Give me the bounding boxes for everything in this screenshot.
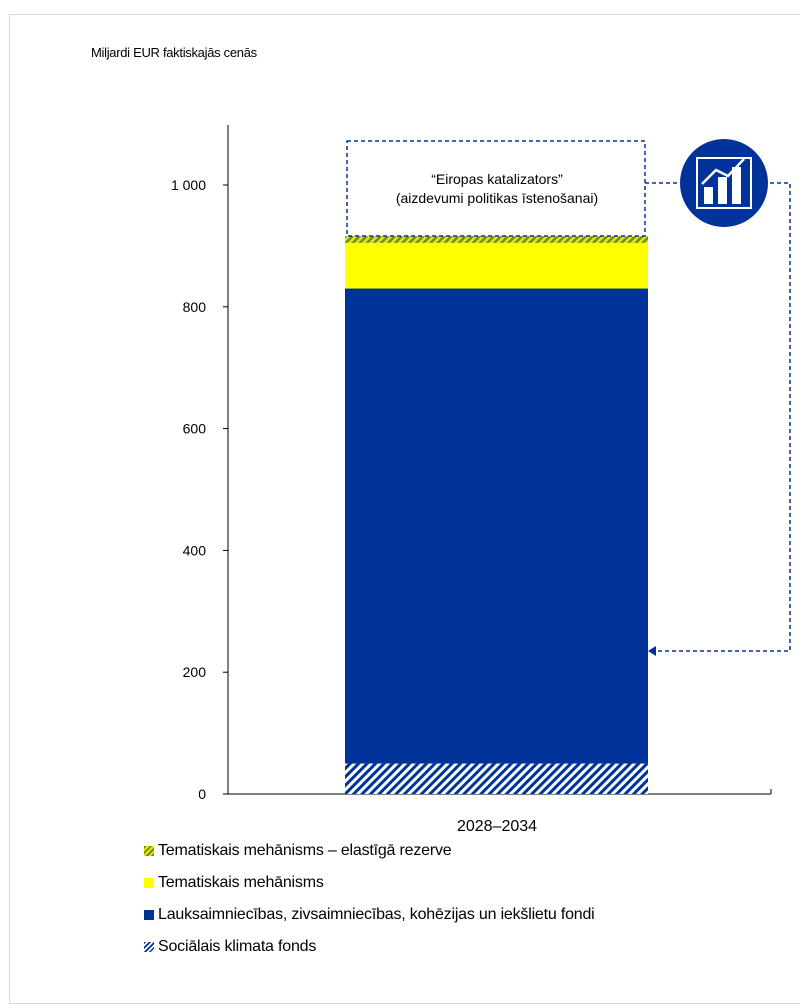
annotation-line-1: “Eiropas katalizators” [431, 171, 563, 187]
connector-arrow-line [654, 182, 791, 652]
annotation-line-2: (aizdevumi politikas īstenošanai) [396, 190, 598, 206]
y-tick-label: 200 [183, 664, 207, 680]
y-tick-label: 800 [183, 299, 207, 315]
legend-swatch [144, 878, 154, 888]
legend-swatch [144, 846, 154, 856]
legend-item-thematic: Tematiskais mehānisms [144, 872, 324, 894]
bar-segment [345, 236, 648, 243]
legend-label: Sociālais klimata fonds [158, 938, 317, 955]
annotation-box [346, 140, 646, 237]
legend-swatch [144, 910, 154, 920]
legend-label: Tematiskais mehānisms [158, 874, 324, 891]
bar-segment [345, 242, 648, 289]
bar-stack [345, 236, 648, 794]
y-tick-label: 1 000 [171, 177, 206, 193]
bar-chart-growth-icon [680, 139, 768, 227]
chart-canvas: 0 200 400 600 800 1 000 2028–2034 “Eiropas kat… [171, 125, 791, 835]
legend-swatch [144, 942, 154, 952]
bar-segment [345, 288, 648, 764]
legend-item-social-climate: Sociālais klimata fonds [144, 936, 316, 958]
legend-item-funds: Lauksaimniecības, zivsaimniecības, kohēz… [144, 904, 595, 926]
y-tick-label: 400 [183, 542, 207, 558]
legend-item-flex-reserve: Tematiskais mehānisms – elastīgā rezerve [144, 840, 452, 862]
annotation: “Eiropas katalizators” (aizdevumi politi… [346, 139, 791, 656]
y-tick-label: 0 [198, 786, 206, 802]
legend-label: Lauksaimniecības, zivsaimniecības, kohēz… [158, 906, 595, 923]
axes: 0 200 400 600 800 1 000 2028–2034 [171, 125, 772, 835]
y-tick-label: 600 [183, 421, 207, 437]
arrow-head [648, 646, 656, 656]
legend-label: Tematiskais mehānisms – elastīgā rezerve [158, 842, 452, 859]
bar-segment [345, 763, 648, 794]
y-axis-label: Miljardi EUR faktiskajās cenās [91, 45, 257, 60]
x-tick-label: 2028–2034 [457, 818, 537, 835]
